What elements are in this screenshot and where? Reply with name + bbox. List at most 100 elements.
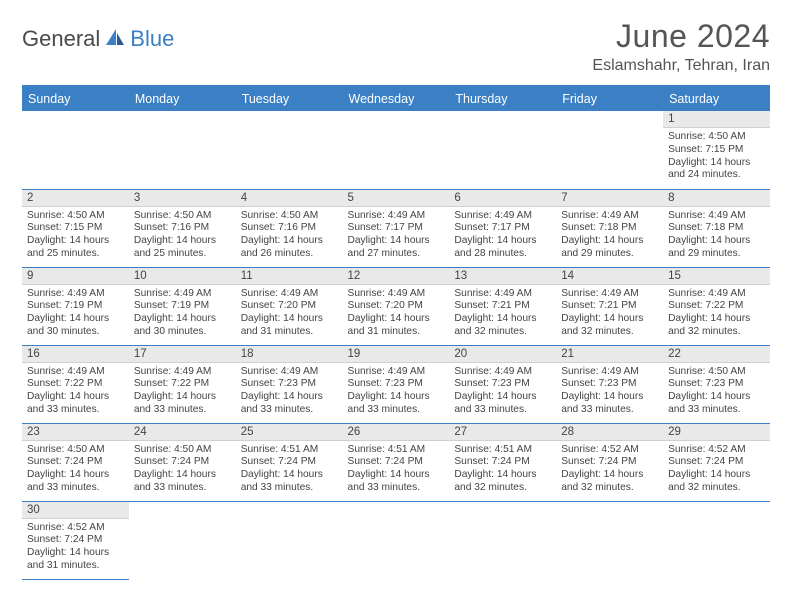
day-details: Sunrise: 4:49 AMSunset: 7:20 PMDaylight:… [236, 285, 343, 343]
day-details: Sunrise: 4:50 AMSunset: 7:15 PMDaylight:… [22, 207, 129, 265]
day-number: 10 [129, 268, 236, 285]
day-cell: 17Sunrise: 4:49 AMSunset: 7:22 PMDayligh… [129, 345, 236, 423]
weekday-header: Monday [129, 86, 236, 111]
day-cell: 5Sunrise: 4:49 AMSunset: 7:17 PMDaylight… [343, 189, 450, 267]
brand-logo: General Blue [22, 26, 174, 52]
day-number: 9 [22, 268, 129, 285]
day-details: Sunrise: 4:49 AMSunset: 7:23 PMDaylight:… [343, 363, 450, 421]
empty-cell [129, 111, 236, 189]
empty-cell [343, 111, 450, 189]
day-details: Sunrise: 4:49 AMSunset: 7:23 PMDaylight:… [449, 363, 556, 421]
day-number: 26 [343, 424, 450, 441]
day-details: Sunrise: 4:50 AMSunset: 7:23 PMDaylight:… [663, 363, 770, 421]
day-details: Sunrise: 4:49 AMSunset: 7:23 PMDaylight:… [236, 363, 343, 421]
day-cell: 29Sunrise: 4:52 AMSunset: 7:24 PMDayligh… [663, 423, 770, 501]
day-cell: 4Sunrise: 4:50 AMSunset: 7:16 PMDaylight… [236, 189, 343, 267]
day-cell: 9Sunrise: 4:49 AMSunset: 7:19 PMDaylight… [22, 267, 129, 345]
calendar-body: 1 Sunrise: 4:50 AMSunset: 7:15 PMDaylight… [22, 111, 770, 579]
empty-cell [22, 111, 129, 189]
day-cell: 13Sunrise: 4:49 AMSunset: 7:21 PMDayligh… [449, 267, 556, 345]
empty-cell [663, 501, 770, 579]
day-details: Sunrise: 4:49 AMSunset: 7:22 PMDaylight:… [22, 363, 129, 421]
day-details: Sunrise: 4:52 AMSunset: 7:24 PMDaylight:… [556, 441, 663, 499]
day-details: Sunrise: 4:49 AMSunset: 7:17 PMDaylight:… [343, 207, 450, 265]
day-cell: 23Sunrise: 4:50 AMSunset: 7:24 PMDayligh… [22, 423, 129, 501]
empty-cell [129, 501, 236, 579]
day-cell: 7Sunrise: 4:49 AMSunset: 7:18 PMDaylight… [556, 189, 663, 267]
calendar-row: 1Sunrise: 4:50 AMSunset: 7:15 PMDaylight… [22, 111, 770, 189]
day-cell: 27Sunrise: 4:51 AMSunset: 7:24 PMDayligh… [449, 423, 556, 501]
day-number: 6 [449, 190, 556, 207]
day-number: 1 [663, 111, 770, 128]
day-number: 24 [129, 424, 236, 441]
day-number: 2 [22, 190, 129, 207]
day-number: 15 [663, 268, 770, 285]
day-cell: 8Sunrise: 4:49 AMSunset: 7:18 PMDaylight… [663, 189, 770, 267]
day-details: Sunrise: 4:52 AMSunset: 7:24 PMDaylight:… [663, 441, 770, 499]
calendar-row: 16Sunrise: 4:49 AMSunset: 7:22 PMDayligh… [22, 345, 770, 423]
day-cell: 15Sunrise: 4:49 AMSunset: 7:22 PMDayligh… [663, 267, 770, 345]
day-number: 28 [556, 424, 663, 441]
day-number: 7 [556, 190, 663, 207]
empty-cell [556, 501, 663, 579]
day-cell: 2Sunrise: 4:50 AMSunset: 7:15 PMDaylight… [22, 189, 129, 267]
day-number: 5 [343, 190, 450, 207]
sail-icon [104, 27, 126, 52]
empty-cell [236, 111, 343, 189]
day-details: Sunrise: 4:51 AMSunset: 7:24 PMDaylight:… [236, 441, 343, 499]
calendar-row: 9Sunrise: 4:49 AMSunset: 7:19 PMDaylight… [22, 267, 770, 345]
day-number: 3 [129, 190, 236, 207]
day-details: Sunrise: 4:51 AMSunset: 7:24 PMDaylight:… [343, 441, 450, 499]
day-details: Sunrise: 4:49 AMSunset: 7:20 PMDaylight:… [343, 285, 450, 343]
calendar-row: 23Sunrise: 4:50 AMSunset: 7:24 PMDayligh… [22, 423, 770, 501]
day-cell: 6Sunrise: 4:49 AMSunset: 7:17 PMDaylight… [449, 189, 556, 267]
empty-cell [449, 111, 556, 189]
day-cell: 22Sunrise: 4:50 AMSunset: 7:23 PMDayligh… [663, 345, 770, 423]
day-number: 4 [236, 190, 343, 207]
empty-cell [449, 501, 556, 579]
day-cell: 19Sunrise: 4:49 AMSunset: 7:23 PMDayligh… [343, 345, 450, 423]
day-number: 14 [556, 268, 663, 285]
day-number: 11 [236, 268, 343, 285]
day-details: Sunrise: 4:50 AMSunset: 7:24 PMDaylight:… [22, 441, 129, 499]
day-number: 30 [22, 502, 129, 519]
month-title: June 2024 [592, 18, 770, 55]
weekday-header-row: SundayMondayTuesdayWednesdayThursdayFrid… [22, 86, 770, 111]
day-details: Sunrise: 4:49 AMSunset: 7:21 PMDaylight:… [556, 285, 663, 343]
day-cell: 16Sunrise: 4:49 AMSunset: 7:22 PMDayligh… [22, 345, 129, 423]
title-block: June 2024 Eslamshahr, Tehran, Iran [592, 18, 770, 75]
day-number: 18 [236, 346, 343, 363]
day-details: Sunrise: 4:49 AMSunset: 7:23 PMDaylight:… [556, 363, 663, 421]
weekday-header: Wednesday [343, 86, 450, 111]
day-number: 22 [663, 346, 770, 363]
day-cell: 21Sunrise: 4:49 AMSunset: 7:23 PMDayligh… [556, 345, 663, 423]
day-details: Sunrise: 4:49 AMSunset: 7:21 PMDaylight:… [449, 285, 556, 343]
empty-cell [556, 111, 663, 189]
empty-cell [236, 501, 343, 579]
day-details: Sunrise: 4:49 AMSunset: 7:18 PMDaylight:… [556, 207, 663, 265]
calendar-row: 2Sunrise: 4:50 AMSunset: 7:15 PMDaylight… [22, 189, 770, 267]
day-details: Sunrise: 4:49 AMSunset: 7:18 PMDaylight:… [663, 207, 770, 265]
weekday-header: Tuesday [236, 86, 343, 111]
day-number: 27 [449, 424, 556, 441]
day-number: 29 [663, 424, 770, 441]
day-details: Sunrise: 4:50 AMSunset: 7:24 PMDaylight:… [129, 441, 236, 499]
day-cell: 28Sunrise: 4:52 AMSunset: 7:24 PMDayligh… [556, 423, 663, 501]
day-details: Sunrise: 4:50 AMSunset: 7:16 PMDaylight:… [236, 207, 343, 265]
day-number: 19 [343, 346, 450, 363]
day-cell: 14Sunrise: 4:49 AMSunset: 7:21 PMDayligh… [556, 267, 663, 345]
header: General Blue June 2024 Eslamshahr, Tehra… [22, 18, 770, 75]
day-details: Sunrise: 4:49 AMSunset: 7:22 PMDaylight:… [663, 285, 770, 343]
day-cell: 18Sunrise: 4:49 AMSunset: 7:23 PMDayligh… [236, 345, 343, 423]
day-details: Sunrise: 4:49 AMSunset: 7:22 PMDaylight:… [129, 363, 236, 421]
weekday-header: Friday [556, 86, 663, 111]
day-details: Sunrise: 4:49 AMSunset: 7:19 PMDaylight:… [129, 285, 236, 343]
weekday-header: Sunday [22, 86, 129, 111]
day-number: 23 [22, 424, 129, 441]
brand-text-1: General [22, 26, 100, 52]
day-cell: 11Sunrise: 4:49 AMSunset: 7:20 PMDayligh… [236, 267, 343, 345]
day-details: Sunrise: 4:52 AMSunset: 7:24 PMDaylight:… [22, 519, 129, 577]
day-cell: 12Sunrise: 4:49 AMSunset: 7:20 PMDayligh… [343, 267, 450, 345]
day-number: 12 [343, 268, 450, 285]
calendar-row: 30Sunrise: 4:52 AMSunset: 7:24 PMDayligh… [22, 501, 770, 579]
